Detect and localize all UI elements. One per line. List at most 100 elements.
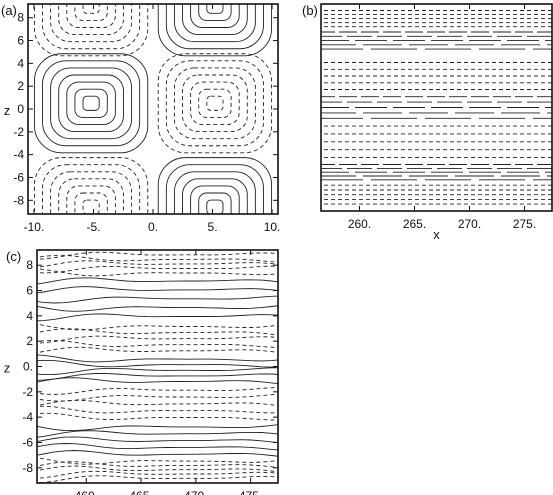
contour-negative-band6	[37, 465, 278, 473]
y-tick-label: -8	[13, 193, 24, 207]
contour-positive-cell5	[165, 164, 264, 214]
x-tick-label: 10.	[264, 220, 281, 234]
x-tick-label: 5.	[208, 220, 218, 234]
contour-negative-cell4	[82, 199, 100, 214]
contour-positive-cell5	[190, 185, 240, 214]
contour-negative-cell1	[173, 67, 256, 140]
x-axis-label: x	[433, 227, 440, 242]
contour-positive-band1	[37, 295, 278, 304]
contour-negative-band4	[37, 412, 278, 421]
contour-positive-cell3	[165, 4, 264, 50]
y-tick-label: -2	[22, 385, 33, 399]
contour-negative-cell4	[42, 164, 141, 214]
contour-positive-band1	[37, 286, 278, 294]
contour-positive-band5	[37, 443, 278, 451]
contour-lines	[37, 251, 278, 483]
panel-label: (a)	[1, 3, 17, 18]
contour-negative-cell1	[198, 88, 232, 118]
contour-negative-cell2	[42, 4, 141, 50]
contour-positive-band3	[37, 367, 278, 376]
contour-negative-cell1	[157, 53, 273, 154]
x-tick-label: 465.	[129, 489, 152, 495]
contour-negative-band2	[37, 339, 278, 348]
contour-positive-band5	[37, 430, 278, 438]
contour-positive-band3	[37, 377, 278, 385]
contour-negative-band6	[37, 457, 278, 465]
panel-label: (b)	[302, 3, 318, 18]
y-tick-label: 4	[26, 309, 33, 323]
contour-positive-cell0	[42, 60, 141, 147]
contour-negative-band4	[37, 405, 278, 414]
y-tick-label: 8	[26, 258, 33, 272]
contour-negative-cell2	[58, 4, 124, 36]
contour-positive-cell5	[173, 171, 256, 214]
y-axis-label: z	[4, 361, 11, 376]
contour-positive-cell3	[198, 4, 232, 21]
y-tick-label: -8	[22, 461, 33, 475]
x-tick-label: -5.	[86, 220, 100, 234]
y-tick-label: -4	[13, 148, 24, 162]
contour-positive-cell0	[66, 81, 116, 125]
contour-positive-cell0	[33, 53, 149, 154]
x-tick-label: -10.	[24, 220, 45, 234]
contour-positive-cell3	[206, 4, 224, 14]
contour-positive-cell0	[82, 95, 100, 111]
contour-positive-cell5	[198, 192, 232, 214]
y-tick-label: 0.	[23, 360, 33, 374]
contour-positive-band3	[37, 354, 278, 363]
contour-negative-band4	[37, 387, 278, 395]
plot-frame	[27, 3, 279, 215]
panel-1	[320, 3, 553, 212]
contour-negative-cell4	[66, 185, 116, 214]
y-tick-label: -6	[13, 170, 24, 184]
x-tick-label: 460.	[75, 489, 98, 495]
contour-positive-cell3	[173, 4, 256, 43]
x-tick-label: 265.	[403, 217, 426, 231]
panel-0	[27, 3, 279, 215]
contour-positive-cell5	[157, 157, 273, 214]
contour-negative-band4	[37, 393, 278, 402]
contour-lines	[321, 10, 552, 205]
contour-positive-cell3	[190, 4, 240, 28]
y-tick-label: 8	[17, 11, 24, 25]
contour-negative-cell2	[50, 4, 133, 43]
y-tick-label: 2	[17, 79, 24, 93]
contour-negative-cell1	[206, 95, 224, 111]
y-tick-label: -4	[22, 410, 33, 424]
contour-positive-band3	[37, 359, 278, 368]
panel-2	[36, 249, 279, 484]
y-tick-label: -2	[13, 125, 24, 139]
y-tick-label: 4	[17, 56, 24, 70]
y-tick-label: 2	[26, 334, 33, 348]
contour-negative-cell1	[182, 74, 248, 133]
contour-negative-cell2	[33, 4, 149, 57]
contour-negative-cell1	[190, 81, 240, 125]
contour-positive-cell5	[182, 178, 248, 214]
x-tick-label: 470.	[184, 489, 207, 495]
contour-negative-band4	[37, 399, 278, 406]
contour-positive-band5	[37, 450, 278, 457]
contour-negative-cell2	[82, 4, 100, 14]
contour-positive-band1	[37, 277, 278, 285]
panel-label: (c)	[6, 249, 21, 264]
x-tick-label: 275.	[513, 217, 536, 231]
plot-frame	[320, 3, 553, 212]
contour-negative-cell4	[58, 178, 124, 214]
contour-positive-cell5	[206, 199, 224, 214]
contour-negative-band2	[37, 346, 278, 354]
contour-positive-band3	[37, 372, 278, 381]
x-tick-label: 0.	[148, 220, 158, 234]
y-tick-label: 0	[17, 102, 24, 116]
y-axis-label: z	[4, 103, 11, 118]
contour-positive-cell0	[74, 88, 108, 118]
contour-negative-band0	[37, 254, 278, 263]
contour-positive-cell3	[182, 4, 248, 36]
contour-negative-cell2	[74, 4, 108, 21]
x-tick-label: 270.	[458, 217, 481, 231]
contour-lines	[33, 4, 273, 214]
contour-positive-cell0	[50, 67, 133, 140]
contour-negative-band0	[37, 260, 278, 268]
y-tick-label: 6	[17, 34, 24, 48]
contour-negative-cell2	[66, 4, 116, 28]
